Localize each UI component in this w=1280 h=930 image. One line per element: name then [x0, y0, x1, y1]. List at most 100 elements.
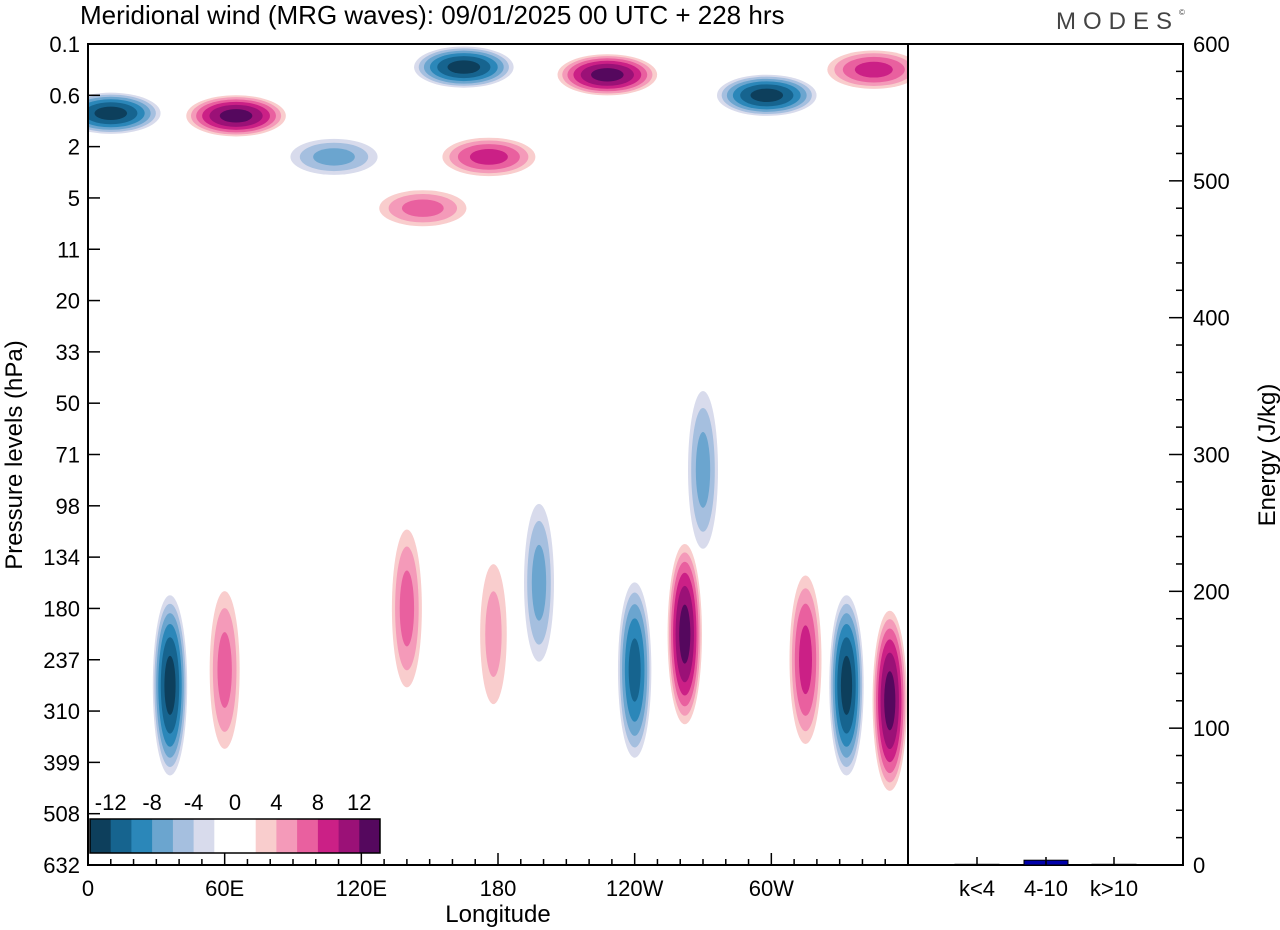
y-tick-label: 98	[56, 494, 80, 519]
energy-tick-label: 400	[1193, 306, 1230, 331]
contour-band	[750, 88, 784, 103]
energy-category-label: k<4	[959, 876, 995, 901]
energy-tick-label: 500	[1193, 169, 1230, 194]
wave-anomaly-0	[88, 90, 165, 136]
wave-anomaly-6	[436, 135, 542, 179]
y-tick-label: 134	[43, 545, 80, 570]
colorbar-swatch	[297, 819, 319, 853]
colorbar-label: 0	[229, 790, 241, 815]
y-tick-label: 310	[43, 699, 80, 724]
x-tick-label: 60E	[205, 876, 244, 901]
colorbar-frame	[89, 818, 381, 854]
energy-tick-label: 300	[1193, 443, 1230, 468]
colorbar-label: 8	[312, 790, 324, 815]
x-tick-label: 120W	[606, 876, 664, 901]
contour-band	[164, 655, 176, 715]
colorbar-swatch	[193, 819, 215, 853]
colorbar-label: -8	[142, 790, 162, 815]
y-axis-label: Pressure levels (hPa)	[1, 340, 28, 569]
y-tick-label: 50	[56, 391, 80, 416]
energy-category-label: 4-10	[1024, 876, 1068, 901]
wave-anomaly-15	[666, 536, 704, 732]
energy-tick-label: 600	[1193, 32, 1230, 57]
contour-band	[591, 68, 624, 82]
wave-anomaly-17	[787, 564, 824, 755]
wave-anomaly-12	[476, 544, 511, 724]
modes-logo: MODES©	[1056, 8, 1185, 35]
colorbar: -12 -8 -4 0 4 8 12	[89, 790, 381, 854]
colorbar-label: 12	[347, 790, 371, 815]
colorbar-swatch	[214, 819, 236, 853]
colorbar-label: -12	[95, 790, 127, 815]
chart-title: Meridional wind (MRG waves): 09/01/2025 …	[80, 0, 785, 30]
wave-anomaly-9	[151, 587, 189, 784]
contour-band	[313, 148, 355, 166]
contour-band	[485, 591, 502, 677]
contour-band	[217, 632, 232, 708]
y-tick-label: 71	[56, 443, 80, 468]
colorbar-swatch	[90, 819, 112, 853]
colorbar-swatch	[255, 819, 277, 853]
y-tick-label: 399	[43, 750, 80, 775]
contour-band	[884, 671, 896, 731]
wave-anomaly-3	[553, 52, 662, 98]
contour-band	[531, 544, 547, 621]
contour-band	[799, 625, 812, 695]
energy-panel	[907, 43, 1184, 866]
energy-tick-label: 200	[1193, 579, 1230, 604]
y-tick-label: 33	[56, 340, 80, 365]
colorbar-swatch	[359, 819, 381, 853]
wave-anomaly-4	[712, 72, 821, 118]
contour-band	[401, 199, 444, 217]
contour-band	[447, 60, 481, 74]
y-tick-label: 180	[43, 596, 80, 621]
y-axis: 0.1 0.6 2 5 11 20 33 50 71 98 134 180 237 310 399 508 63…	[43, 32, 100, 878]
colorbar-swatch	[235, 819, 257, 853]
contour-band	[854, 61, 893, 78]
colorbar-swatch	[338, 819, 360, 853]
contour-band	[94, 106, 128, 120]
contour-band	[679, 604, 691, 664]
colorbar-swatch	[131, 819, 153, 853]
x-tick-label: 180	[480, 876, 517, 901]
energy-category-label: k>10	[1090, 876, 1138, 901]
x-tick-label: 120E	[336, 876, 387, 901]
wave-anomaly-19	[871, 603, 908, 799]
energy-bars: k<4 4-10 k>10	[954, 857, 1138, 901]
y-tick-label: 237	[43, 648, 80, 673]
energy-axis-label: Energy (J/kg)	[1254, 384, 1280, 527]
colorbar-swatch	[276, 819, 298, 853]
x-tick-label: 60W	[749, 876, 794, 901]
y-tick-label: 0.1	[49, 32, 80, 57]
energy-tick-label: 0	[1193, 853, 1205, 878]
contour-band	[695, 431, 711, 508]
contour-band	[628, 638, 641, 702]
x-axis: 0 60E 120E 180 120W 60W	[82, 853, 909, 901]
colorbar-swatch	[172, 819, 195, 853]
y-tick-label: 632	[43, 853, 80, 878]
x-axis-label: Longitude	[445, 901, 550, 928]
heatmap-field	[88, 44, 908, 799]
contour-band	[399, 570, 415, 647]
wave-anomaly-7	[371, 187, 475, 230]
wave-anomaly-1	[182, 93, 291, 139]
wave-anomaly-11	[389, 515, 425, 702]
x-tick-label: 0	[82, 876, 94, 901]
y-tick-label: 0.6	[49, 83, 80, 108]
colorbar-label: 4	[270, 790, 282, 815]
contour-band	[469, 148, 508, 165]
wave-anomaly-14	[616, 573, 654, 767]
wave-anomaly-5	[821, 47, 908, 92]
contour-band	[219, 109, 253, 123]
y-tick-label: 508	[43, 802, 80, 827]
y-tick-label: 11	[57, 237, 80, 262]
wave-anomaly-10	[206, 577, 243, 763]
wave-anomaly-13	[521, 489, 557, 676]
wave-anomaly-18	[827, 587, 866, 784]
colorbar-swatch	[317, 819, 340, 853]
y-tick-label: 5	[68, 186, 80, 211]
contour-band	[840, 655, 853, 715]
y-tick-label: 20	[56, 289, 80, 314]
energy-tick-label: 100	[1193, 716, 1230, 741]
colorbar-label: -4	[184, 790, 204, 815]
